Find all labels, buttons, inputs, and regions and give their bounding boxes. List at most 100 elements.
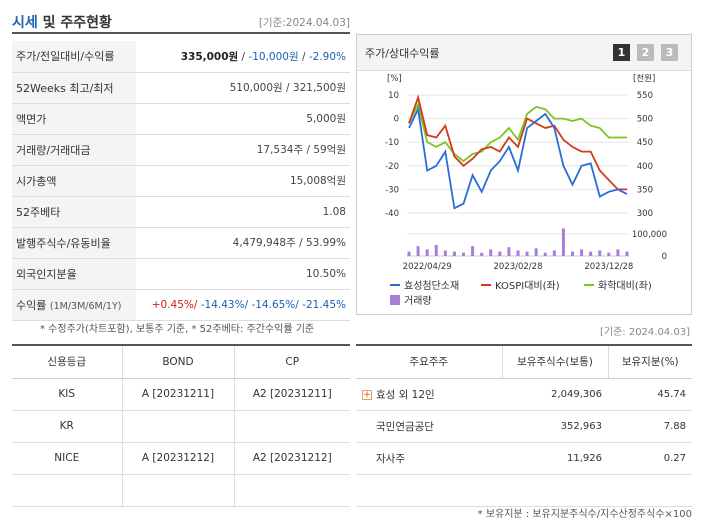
reference-date: [기준:2024.04.03] bbox=[258, 17, 350, 29]
return-6m: -14.65%/ bbox=[248, 298, 299, 311]
legend-label: 화학대비(좌) bbox=[598, 280, 652, 292]
chart-tab-2[interactable]: 2 bbox=[637, 44, 654, 61]
volume-bar bbox=[416, 246, 420, 256]
left-tick-label: -10 bbox=[385, 138, 399, 148]
info-value: 335,000원 / -10,000원 / -2.90% bbox=[136, 41, 350, 73]
left-tick-label: 0 bbox=[394, 115, 399, 125]
table-row: 자사주 11,926 0.27 bbox=[356, 442, 692, 475]
column-header: 보유주식수(보통) bbox=[502, 346, 609, 379]
volume-bar bbox=[561, 228, 565, 256]
holder-name bbox=[356, 474, 502, 507]
info-label: 시가총액 bbox=[12, 165, 136, 197]
relative-return-chart: [%] [천원] 10 0 -10 -20 -30 -40 550 500 450 400 350… bbox=[385, 73, 667, 307]
table-cell: A2 [20231212] bbox=[234, 442, 350, 475]
holder-name: 국민연금공단 bbox=[356, 410, 502, 443]
table-cell: KR bbox=[12, 410, 123, 443]
volume-bar bbox=[607, 252, 611, 256]
column-header: BOND bbox=[122, 346, 235, 379]
table-header-row: 신용등급 BOND CP bbox=[12, 346, 350, 379]
holder-shares: 2,049,306 bbox=[502, 378, 608, 411]
price-change-rate: -2.90% bbox=[308, 50, 346, 63]
title-accent: 시세 bbox=[12, 15, 38, 31]
holder-ratio: 7.88 bbox=[608, 410, 692, 443]
table-cell: NICE bbox=[12, 442, 123, 475]
column-header: CP bbox=[234, 346, 350, 379]
column-header: 신용등급 bbox=[12, 346, 123, 379]
title-rest: 및 주주현황 bbox=[37, 15, 112, 31]
volume-bar bbox=[434, 245, 438, 256]
holder-ratio: 0.27 bbox=[608, 442, 692, 475]
table-row: NICE A [20231212] A2 [20231212] bbox=[12, 442, 350, 475]
table-row bbox=[12, 474, 350, 507]
stock-price-line bbox=[408, 106, 628, 210]
info-label: 거래량/거래대금 bbox=[12, 134, 136, 166]
right-tick-label: 500 bbox=[637, 115, 653, 125]
volume-bar bbox=[480, 252, 484, 256]
table-row bbox=[356, 474, 692, 507]
volume-bar bbox=[580, 249, 584, 256]
info-row: 거래량/거래대금 17,534주 / 59억원 bbox=[12, 134, 350, 166]
chart-legend: 효성첨단소재 KOSPI대비(좌) 화학대비(좌) 거래량 bbox=[390, 280, 652, 307]
holder-shares: 352,963 bbox=[502, 410, 608, 443]
table-cell: A [20231212] bbox=[122, 442, 235, 475]
price-info-table: 주가/전일대비/수익률 335,000원 / -10,000원 / -2.90%… bbox=[12, 41, 350, 321]
legend-swatch-volume bbox=[390, 295, 400, 305]
info-value: 510,000원 / 321,500원 bbox=[136, 72, 350, 104]
return-3m: -14.43%/ bbox=[197, 298, 249, 311]
series-lines bbox=[408, 94, 628, 210]
section-header: 시세 및 주주현황 [기준:2024.04.03] bbox=[12, 8, 350, 34]
volume-bar bbox=[452, 251, 456, 256]
volume-bar bbox=[507, 247, 511, 256]
table-cell: A2 [20231211] bbox=[234, 378, 350, 411]
table-cell: KIS bbox=[12, 378, 123, 411]
major-shareholders-table: 주요주주 보유주식수(보통) 보유지분(%) + 효성 외 12인 2,049,3… bbox=[356, 346, 692, 507]
volume-bar bbox=[489, 249, 493, 256]
volume-bar bbox=[616, 249, 620, 256]
info-value: 15,008억원 bbox=[136, 165, 350, 197]
left-axis: 10 0 -10 -20 -30 -40 bbox=[385, 91, 399, 219]
credit-rating-table: 신용등급 BOND CP KIS A [20231211] A2 [202312… bbox=[12, 346, 350, 507]
info-label: 52주베타 bbox=[12, 196, 136, 228]
info-value: +0.45%/ -14.43%/ -14.65%/ -21.45% bbox=[136, 289, 350, 321]
reference-date-2: [기준: 2024.04.03] bbox=[599, 327, 690, 338]
info-value: 4,479,948주 / 53.99% bbox=[136, 227, 350, 259]
holder-ratio bbox=[608, 474, 692, 507]
info-value: 1.08 bbox=[136, 196, 350, 228]
price-change: -10,000원 bbox=[248, 50, 299, 63]
info-row: 52주베타 1.08 bbox=[12, 196, 350, 228]
info-row: 외국인지분율 10.50% bbox=[12, 258, 350, 290]
chart-title: 주가/상대수익률 bbox=[365, 47, 440, 60]
right-tick-label: 350 bbox=[637, 185, 653, 195]
volume-bar bbox=[589, 251, 593, 256]
chart-gridlines bbox=[407, 94, 629, 257]
volume-tick-label: 0 bbox=[662, 252, 667, 262]
left-tick-label: -20 bbox=[385, 162, 399, 172]
table-row: KR bbox=[12, 410, 350, 443]
right-tick-label: 450 bbox=[637, 138, 653, 148]
divider bbox=[12, 344, 350, 346]
divider bbox=[356, 344, 692, 346]
chart-tab-1[interactable]: 1 bbox=[613, 44, 630, 61]
expand-icon[interactable]: + bbox=[362, 389, 372, 400]
chart-panel: 주가/상대수익률 1 2 3 [%] [천원] 10 0 -10 -20 -30 -40 … bbox=[356, 34, 692, 315]
return-1m: +0.45%/ bbox=[151, 298, 198, 311]
legend-label: KOSPI대비(좌) bbox=[495, 280, 560, 292]
volume-bar bbox=[598, 250, 602, 256]
volume-bar bbox=[498, 251, 502, 256]
volume-bar bbox=[552, 250, 556, 256]
footnote-holdings: * 보유지분 : 보유지분주식수/지수산정주식수×100 bbox=[477, 509, 692, 520]
right-tick-label: 400 bbox=[637, 162, 653, 172]
info-value: 10.50% bbox=[136, 258, 350, 290]
volume-bar bbox=[543, 252, 547, 256]
table-cell bbox=[234, 410, 350, 443]
table-row: + 효성 외 12인 2,049,306 45.74 bbox=[356, 378, 692, 411]
holder-shares bbox=[502, 474, 608, 507]
footnote-price: * 수정주가(차트포함), 보통주 기준, * 52주베타: 주간수익률 기준 bbox=[40, 324, 315, 335]
column-header: 보유지분(%) bbox=[608, 346, 692, 379]
left-axis-unit: [%] bbox=[387, 74, 402, 84]
volume-bar bbox=[534, 248, 538, 256]
chart-tab-3[interactable]: 3 bbox=[661, 44, 678, 61]
table-cell bbox=[122, 410, 235, 443]
chem-relative-line bbox=[408, 101, 627, 163]
info-label: 액면가 bbox=[12, 103, 136, 135]
